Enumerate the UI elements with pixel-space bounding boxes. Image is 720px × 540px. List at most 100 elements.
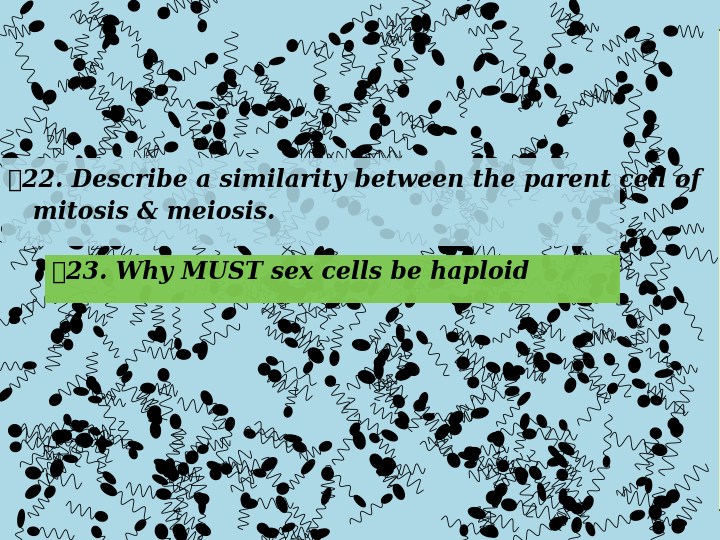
Ellipse shape	[266, 357, 277, 365]
Ellipse shape	[210, 141, 222, 154]
Ellipse shape	[473, 154, 482, 164]
Ellipse shape	[227, 285, 243, 296]
Ellipse shape	[210, 260, 220, 273]
Ellipse shape	[537, 139, 547, 148]
Ellipse shape	[168, 70, 181, 80]
Ellipse shape	[482, 86, 500, 95]
Ellipse shape	[158, 369, 168, 381]
Ellipse shape	[201, 391, 212, 405]
Ellipse shape	[284, 435, 302, 442]
Ellipse shape	[474, 211, 487, 223]
Ellipse shape	[315, 247, 323, 258]
Ellipse shape	[26, 485, 40, 498]
Ellipse shape	[202, 125, 211, 134]
Ellipse shape	[291, 289, 304, 301]
Ellipse shape	[402, 339, 413, 351]
Ellipse shape	[625, 26, 639, 38]
Ellipse shape	[37, 259, 47, 270]
Ellipse shape	[633, 379, 645, 388]
Ellipse shape	[559, 420, 567, 430]
Ellipse shape	[516, 468, 526, 484]
Ellipse shape	[197, 138, 208, 150]
Ellipse shape	[488, 181, 500, 196]
Ellipse shape	[616, 72, 627, 82]
Ellipse shape	[643, 123, 654, 137]
Ellipse shape	[83, 77, 96, 87]
Ellipse shape	[197, 102, 215, 109]
Ellipse shape	[276, 96, 290, 111]
Ellipse shape	[372, 216, 383, 226]
Ellipse shape	[258, 523, 269, 534]
Ellipse shape	[277, 483, 289, 494]
Ellipse shape	[414, 400, 426, 411]
Ellipse shape	[322, 467, 333, 480]
Ellipse shape	[571, 504, 583, 514]
Ellipse shape	[667, 490, 679, 503]
Ellipse shape	[453, 241, 468, 251]
Ellipse shape	[244, 429, 255, 438]
Ellipse shape	[186, 198, 198, 212]
Ellipse shape	[590, 199, 601, 210]
Ellipse shape	[485, 53, 498, 64]
Ellipse shape	[217, 83, 228, 95]
Ellipse shape	[521, 414, 529, 429]
Ellipse shape	[520, 66, 529, 77]
FancyBboxPatch shape	[45, 255, 620, 303]
Ellipse shape	[150, 422, 161, 438]
Ellipse shape	[148, 49, 157, 62]
Ellipse shape	[102, 111, 115, 118]
Ellipse shape	[64, 340, 73, 350]
Ellipse shape	[626, 315, 637, 328]
Ellipse shape	[672, 521, 685, 533]
Ellipse shape	[659, 62, 672, 76]
Ellipse shape	[279, 319, 292, 333]
Ellipse shape	[640, 244, 656, 256]
Ellipse shape	[382, 430, 397, 441]
Ellipse shape	[405, 295, 415, 307]
Ellipse shape	[660, 340, 668, 353]
Ellipse shape	[1, 224, 14, 235]
Ellipse shape	[578, 235, 586, 246]
Ellipse shape	[141, 383, 155, 393]
Ellipse shape	[631, 510, 644, 520]
Ellipse shape	[326, 298, 341, 308]
Ellipse shape	[320, 249, 334, 264]
Ellipse shape	[200, 235, 213, 245]
Ellipse shape	[570, 22, 585, 35]
Ellipse shape	[156, 524, 168, 539]
Ellipse shape	[646, 151, 657, 162]
Ellipse shape	[605, 354, 614, 365]
Ellipse shape	[577, 298, 591, 306]
Ellipse shape	[67, 174, 77, 187]
Ellipse shape	[672, 197, 688, 209]
Ellipse shape	[534, 353, 543, 367]
Ellipse shape	[279, 293, 287, 303]
Ellipse shape	[546, 353, 562, 364]
Ellipse shape	[73, 312, 81, 323]
Ellipse shape	[198, 21, 207, 31]
Ellipse shape	[417, 332, 427, 344]
Ellipse shape	[50, 394, 61, 406]
Ellipse shape	[503, 165, 514, 176]
Ellipse shape	[671, 362, 680, 370]
Ellipse shape	[165, 142, 178, 152]
Ellipse shape	[266, 102, 279, 110]
Ellipse shape	[644, 111, 656, 124]
Ellipse shape	[347, 299, 360, 309]
Ellipse shape	[242, 499, 257, 508]
Ellipse shape	[642, 281, 657, 294]
Ellipse shape	[572, 208, 581, 219]
Ellipse shape	[102, 16, 114, 24]
Text: mitosis & meiosis.: mitosis & meiosis.	[8, 200, 275, 224]
Ellipse shape	[320, 442, 331, 451]
Ellipse shape	[270, 57, 284, 65]
Ellipse shape	[374, 361, 383, 379]
Ellipse shape	[501, 94, 518, 103]
Ellipse shape	[64, 202, 74, 214]
Ellipse shape	[521, 319, 537, 329]
Ellipse shape	[179, 463, 188, 475]
Ellipse shape	[636, 477, 647, 486]
Ellipse shape	[646, 479, 652, 492]
Ellipse shape	[38, 221, 51, 234]
Ellipse shape	[171, 415, 181, 429]
